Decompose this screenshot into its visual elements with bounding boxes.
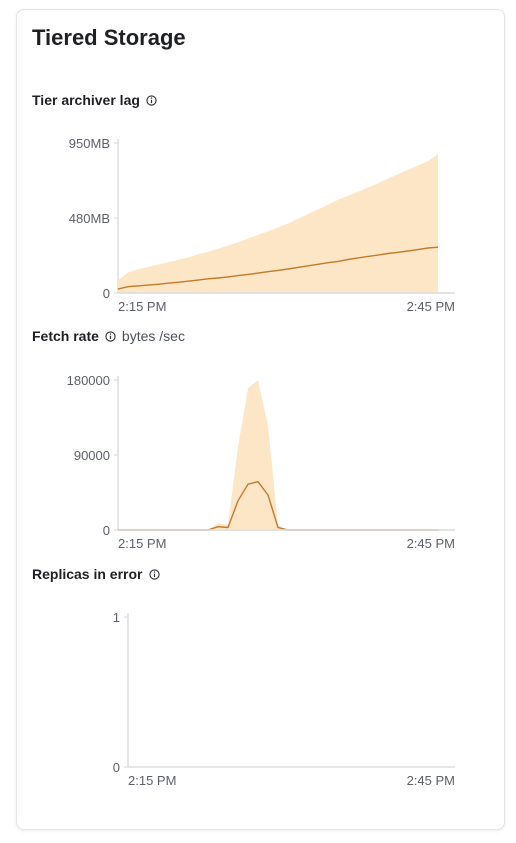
x-tick-label: 2:15 PM [118,299,166,314]
replicas-in-error-chart: 1 0 2:15 PM 2:45 PM [113,610,455,788]
series-line [118,481,438,531]
x-tick-label: 2:15 PM [118,536,166,551]
y-tick-label: 950MB [69,136,110,151]
y-tick-label: 0 [103,523,110,538]
y-tick-label: 1 [113,610,120,625]
replicas-error-header: Replicas in error [32,566,160,582]
info-icon[interactable] [146,94,157,106]
info-icon[interactable] [105,330,116,342]
fetch-rate-chart: 180000 90000 0 2:15 PM 2:45 PM [67,373,455,551]
x-tick-label: 2:15 PM [128,773,176,788]
archiver-lag-header: Tier archiver lag [32,92,157,108]
tier-archiver-lag-chart: 950MB 480MB 0 2:15 PM 2:45 PM [69,136,455,314]
card-title: Tiered Storage [32,25,186,50]
x-tick-label: 2:45 PM [407,536,455,551]
fetch-rate-title: Fetch rate [32,328,99,344]
y-tick-label: 0 [113,760,120,775]
y-tick-label: 90000 [74,448,110,463]
archiver-lag-title: Tier archiver lag [32,92,140,108]
range-band [118,380,438,530]
x-tick-label: 2:45 PM [407,773,455,788]
y-tick-label: 480MB [69,211,110,226]
replicas-error-title: Replicas in error [32,566,143,582]
x-tick-label: 2:45 PM [407,299,455,314]
fetch-rate-unit: bytes /sec [121,328,185,344]
y-tick-label: 0 [103,286,110,301]
fetch-rate-header: Fetch rate bytes /sec [32,328,185,344]
range-band [118,154,438,293]
series-line [117,246,439,290]
info-icon[interactable] [148,568,160,580]
y-tick-label: 180000 [67,373,110,388]
